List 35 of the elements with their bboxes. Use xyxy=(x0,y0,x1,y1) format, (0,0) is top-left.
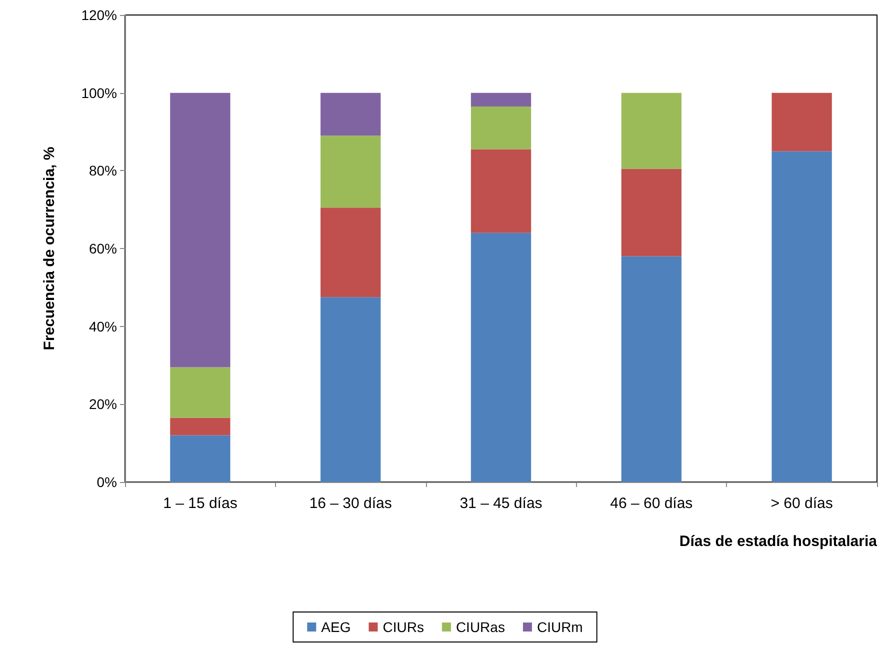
legend-label: AEG xyxy=(321,619,351,635)
y-tick-label: 60% xyxy=(88,240,117,256)
y-tick-label: 100% xyxy=(81,84,117,101)
y-tick-label: 0% xyxy=(96,474,117,490)
bar xyxy=(320,297,381,482)
bar xyxy=(621,256,682,482)
bar xyxy=(170,367,230,418)
bar xyxy=(320,208,381,298)
bar xyxy=(320,136,381,208)
x-tick-label: 46 – 60 días xyxy=(610,495,693,512)
legend-label: CIURas xyxy=(456,619,505,635)
x-tick-label: 1 – 15 días xyxy=(163,495,238,512)
bar xyxy=(772,151,832,482)
bar xyxy=(170,435,230,482)
bar xyxy=(170,418,230,436)
bar xyxy=(470,106,532,150)
x-tick-label: > 60 días xyxy=(770,495,833,512)
y-tick-label: 80% xyxy=(88,162,117,179)
y-axis-title: Frecuencia de ocurrencia, % xyxy=(41,146,58,350)
x-tick-label: 31 – 45 días xyxy=(460,495,542,512)
legend-label: CIURm xyxy=(536,619,583,635)
y-tick-label: 120% xyxy=(81,7,117,23)
bar xyxy=(320,92,381,136)
bar xyxy=(621,92,682,169)
bar xyxy=(470,92,532,106)
bar xyxy=(621,168,682,256)
y-tick-label: 20% xyxy=(88,396,117,412)
x-tick-label: 16 – 30 días xyxy=(309,495,392,512)
bar xyxy=(470,232,532,482)
legend-label: CIURs xyxy=(382,619,424,635)
bar xyxy=(470,149,532,233)
bar xyxy=(772,92,832,152)
x-axis-title: Días de estadía hospitalaria xyxy=(679,533,878,550)
y-tick-label: 40% xyxy=(88,318,117,334)
bar xyxy=(170,92,230,368)
